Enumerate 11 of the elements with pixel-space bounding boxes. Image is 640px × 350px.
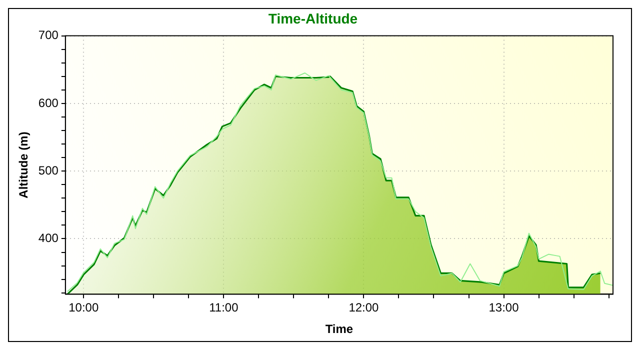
x-tick-label: 12:00 [348, 300, 380, 315]
y-tick-label: 700 [38, 28, 59, 42]
chart-title: Time-Altitude [268, 10, 358, 26]
x-axis-title: Time [325, 322, 354, 336]
y-axis-title: Altitude (m) [16, 132, 31, 198]
x-tick-label: 13:00 [488, 300, 520, 315]
x-tick-label: 11:00 [209, 300, 239, 315]
y-tick-label: 400 [38, 231, 59, 246]
x-tick-label: 10:00 [68, 300, 99, 315]
y-tick-label: 500 [38, 163, 59, 178]
y-tick-label: 600 [38, 96, 59, 110]
